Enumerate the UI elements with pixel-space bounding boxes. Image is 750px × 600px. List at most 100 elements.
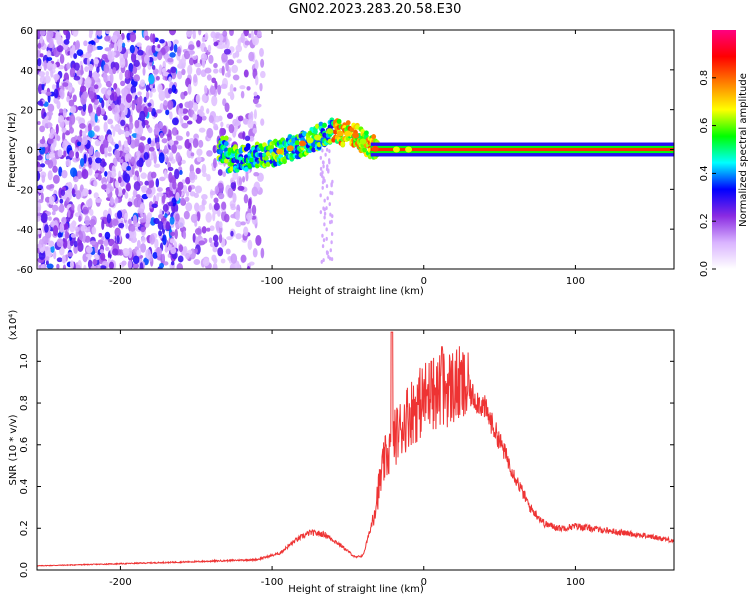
spectrogram-cell [105, 246, 110, 252]
spectrogram-cell [326, 164, 329, 169]
spectrogram-cell [185, 130, 190, 137]
y-tick-label: -60 [17, 265, 33, 276]
spectrogram-cell [77, 105, 84, 111]
colorbar: 0.0 0.2 0.4 0.6 0.8 Normalized spectral ampl… [699, 30, 749, 277]
spectrogram-cell [136, 42, 142, 48]
spectrogram-cell [137, 49, 144, 56]
spectrogram-cell [39, 30, 46, 36]
spectrogram-cell [50, 128, 56, 135]
spectrogram-cell [78, 231, 84, 241]
spectrogram-cell [230, 253, 238, 264]
spectrogram-cell [213, 256, 217, 265]
spectrogram-cell [171, 127, 178, 136]
y-tick-label: 40 [20, 66, 33, 77]
spectrogram-cell [223, 135, 229, 141]
spectrogram-cell [221, 65, 225, 76]
spectrogram-cell [73, 176, 79, 183]
spectrogram-cell [84, 125, 89, 134]
spectrogram-cell [63, 39, 70, 45]
spectrogram-cell [217, 209, 221, 217]
spectrogram-cell [249, 156, 255, 163]
spectrogram-cell [134, 119, 140, 129]
spectrogram-cell [153, 217, 160, 225]
spectrogram-cell [157, 83, 163, 94]
spectrogram-cell [263, 155, 269, 161]
spectrogram-cell [170, 66, 177, 74]
spectrogram-cell [323, 211, 327, 216]
spectrogram-cell [133, 181, 141, 191]
spectrogram-cell [111, 165, 116, 177]
spectrogram-cell [206, 108, 210, 115]
spectrogram-cell [81, 136, 88, 146]
spectrogram-cell [174, 228, 178, 240]
spectrogram-cell [91, 226, 97, 235]
spectrogram-cell [151, 87, 157, 93]
spectrogram-cell [113, 41, 118, 52]
spectrogram-cell [240, 90, 245, 99]
spectrogram-cell [223, 48, 231, 55]
spectrogram-cell [124, 191, 129, 199]
spectrogram-cell [220, 121, 224, 128]
spectrogram-cell [61, 127, 67, 133]
spectrogram-cell [73, 62, 80, 71]
spectrogram-cell [221, 201, 227, 211]
spectrogram-cell [227, 68, 231, 78]
spectrogram-cell [37, 202, 42, 213]
spectrogram-cell [194, 228, 202, 235]
y-tick-label: 0 [27, 146, 33, 157]
spectrogram-cell [50, 245, 55, 253]
spectrogram-cell [321, 160, 325, 165]
spectrogram-cell [302, 131, 307, 137]
spectrogram-cell [69, 113, 76, 125]
spectrogram-cell [37, 121, 41, 126]
y-tick-label: 0.6 [19, 437, 30, 453]
spectrogram-cell [105, 187, 110, 195]
spectrogram-cell [65, 158, 72, 167]
spectrogram-cell [53, 220, 58, 226]
spectrogram-cell [201, 194, 208, 200]
spectrogram-cell [202, 172, 208, 178]
spectrogram-cell [94, 242, 98, 254]
spectrogram-cell [235, 220, 242, 228]
spectrogram-cell [220, 83, 228, 90]
spectrogram-cell [219, 127, 225, 138]
spectrogram-cell [185, 176, 191, 185]
spectrogram-cell [181, 108, 189, 114]
ridge-peak-cell [405, 146, 413, 153]
spectrogram-cell [129, 169, 133, 178]
spectrogram-cell [239, 85, 246, 90]
spectrogram-cell [123, 140, 129, 148]
spectrogram-cell [220, 258, 226, 264]
spectrogram-cell [68, 150, 75, 159]
spectrogram-cell [177, 255, 184, 263]
spectrogram-cell [37, 42, 42, 49]
spectrogram-cell [126, 182, 131, 192]
spectrogram-cell [151, 203, 158, 208]
spectrogram-cell [232, 192, 237, 203]
spectrogram-cell [88, 166, 93, 176]
spectrogram-cell [87, 189, 92, 195]
spectrogram-cell [52, 225, 59, 237]
spectrogram-cell [168, 201, 174, 207]
spectrogram-cell [119, 57, 126, 68]
spectrogram-cell [362, 147, 367, 153]
spectrogram-cell [80, 94, 87, 105]
spectrogram-cell [169, 52, 176, 58]
spectrogram-cell [186, 148, 193, 159]
spectrogram-cell [112, 126, 116, 137]
spectrogram-cell [251, 204, 257, 216]
spectrogram-cell [67, 209, 71, 218]
spectrogram-cell [124, 58, 128, 68]
spectrogram-cell [328, 220, 332, 225]
spectrogram-cell [107, 50, 113, 61]
spectrogram-cell [45, 71, 50, 76]
spectrogram-cell [116, 235, 120, 244]
spectrogram-cell [157, 221, 164, 230]
spectrogram-cell [105, 30, 111, 35]
spectrogram-cell [176, 46, 182, 57]
spectrogram-cell [208, 237, 213, 244]
spectrogram-cell [240, 254, 247, 263]
spectrogram-cell [150, 171, 157, 179]
spectrogram-cell [71, 203, 75, 211]
